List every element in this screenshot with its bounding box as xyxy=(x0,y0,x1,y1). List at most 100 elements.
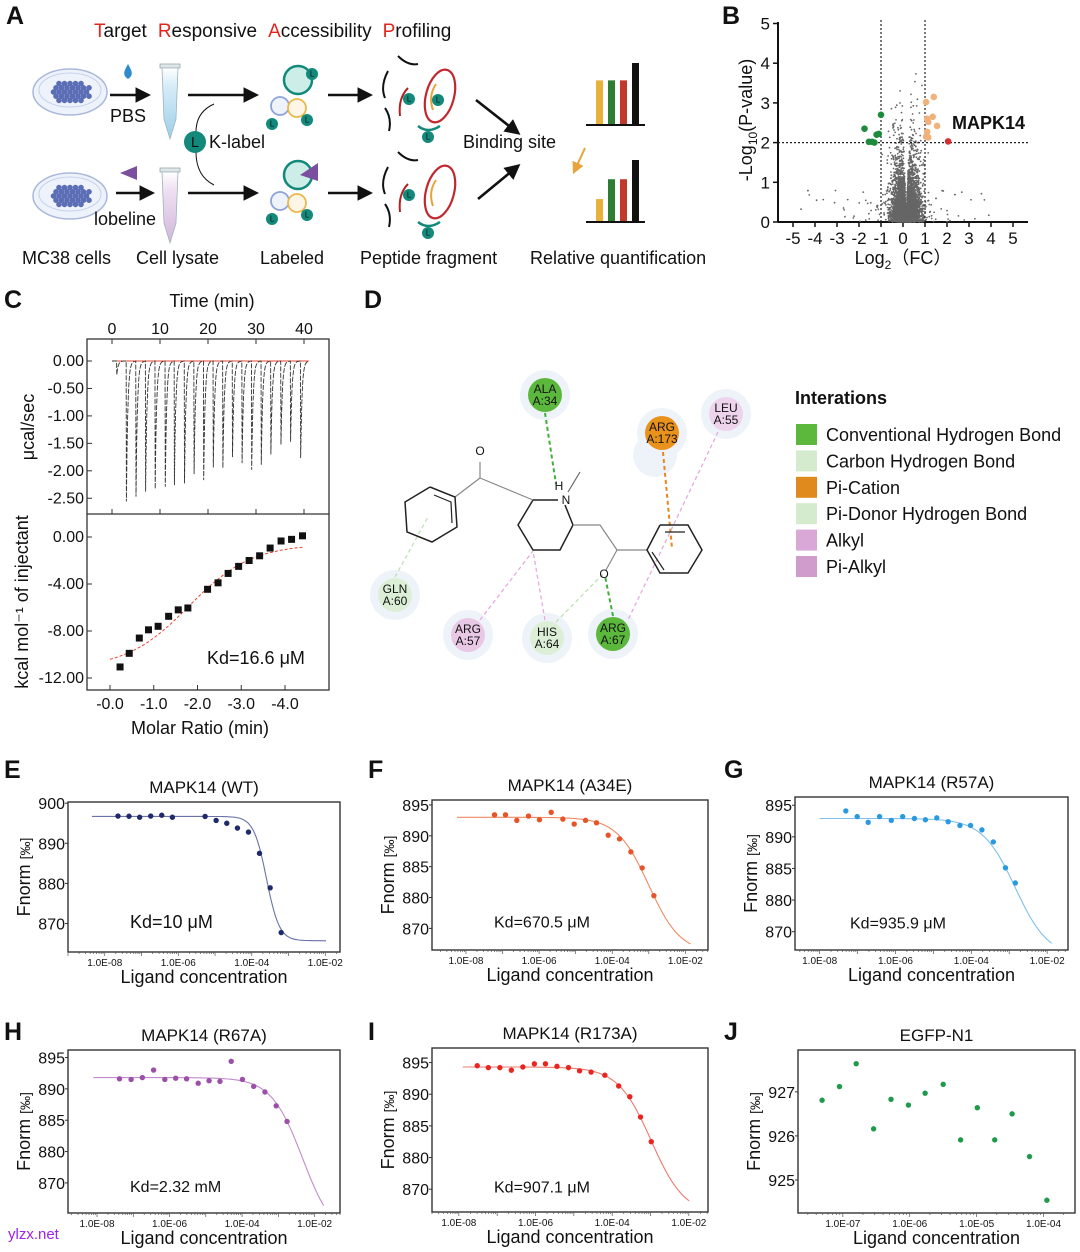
lobeline-triangle-icon xyxy=(300,163,318,181)
data-point xyxy=(822,198,825,201)
data-point xyxy=(900,126,902,129)
data-point xyxy=(902,169,905,172)
data-point xyxy=(898,133,900,136)
l-glyph: L xyxy=(310,70,315,79)
legend-label: Pi-Cation xyxy=(826,478,900,498)
step-label: Peptide fragment xyxy=(360,248,497,268)
data-point xyxy=(891,211,894,214)
data-point xyxy=(899,137,901,140)
data-point xyxy=(907,213,910,216)
data-point xyxy=(919,193,922,196)
data-point xyxy=(974,217,976,220)
data-point xyxy=(892,167,895,170)
y-tick-label: -1.00 xyxy=(48,408,85,425)
data-point xyxy=(903,219,905,222)
l-glyph: L xyxy=(426,133,431,142)
data-point xyxy=(893,201,896,204)
data-point xyxy=(894,190,897,192)
data-point xyxy=(920,220,922,223)
data-point xyxy=(278,929,284,936)
data-point xyxy=(891,213,893,216)
data-point xyxy=(935,197,937,200)
data-point xyxy=(876,206,879,209)
x-tick-label: -2.0 xyxy=(184,696,212,713)
data-point xyxy=(908,136,911,139)
molecule-bond xyxy=(404,486,458,543)
up-regulated-point xyxy=(925,118,932,126)
data-point xyxy=(910,197,912,200)
data-point xyxy=(616,836,623,842)
y-axis-label: Fnorm[‰] xyxy=(14,838,34,917)
data-point xyxy=(930,214,933,217)
data-point xyxy=(881,153,883,156)
data-point xyxy=(902,215,905,217)
data-point xyxy=(920,202,922,205)
data-point xyxy=(911,161,914,164)
data-point xyxy=(987,214,990,217)
k-label-icon: L xyxy=(266,213,278,225)
data-point xyxy=(894,195,897,197)
k-label-icon: L xyxy=(266,118,278,130)
data-point xyxy=(900,111,903,114)
nitrogen-atom: N xyxy=(562,493,571,507)
data-point xyxy=(800,208,802,211)
residue-id: A:34 xyxy=(533,394,558,408)
chart-title: MAPK14 (R57A) xyxy=(869,773,995,792)
data-point xyxy=(906,216,909,218)
data-point xyxy=(908,157,911,159)
data-point xyxy=(913,197,916,200)
data-point xyxy=(846,198,849,201)
data-point xyxy=(864,199,867,202)
data-point xyxy=(900,202,903,204)
y-axis-label-bottom: kcal mol⁻¹ of injectant xyxy=(12,515,32,689)
panel-label: D xyxy=(364,286,382,314)
data-point xyxy=(902,189,905,192)
data-point xyxy=(914,185,916,188)
x-tick-label: -0.0 xyxy=(96,696,124,713)
data-point xyxy=(869,201,872,204)
data-point xyxy=(548,809,554,816)
data-point xyxy=(918,198,921,200)
data-point xyxy=(917,219,919,222)
data-point xyxy=(889,213,891,216)
down-regulated-point xyxy=(875,130,883,138)
k-label-icon: L xyxy=(403,93,415,105)
data-point xyxy=(898,155,901,158)
data-point xyxy=(884,193,887,196)
data-point xyxy=(908,168,910,171)
data-point xyxy=(919,139,922,142)
quant-bar xyxy=(632,160,639,222)
data-point xyxy=(930,217,933,220)
data-point xyxy=(910,93,912,96)
data-point xyxy=(911,170,913,173)
data-point xyxy=(907,170,909,172)
y-axis-label: Fnorm[‰] xyxy=(378,836,398,915)
data-point xyxy=(914,216,917,219)
y-tick-label: -8.00 xyxy=(48,623,85,640)
data-point xyxy=(898,208,901,210)
data-point xyxy=(916,148,919,151)
data-point xyxy=(893,171,895,174)
data-point xyxy=(888,190,891,193)
k-label-icon: L xyxy=(301,114,313,126)
data-point xyxy=(909,145,912,148)
data-point xyxy=(878,213,881,216)
data-point xyxy=(909,210,912,212)
step-label: Cell lysate xyxy=(136,248,219,268)
peptide-fragments-pbs-icon xyxy=(382,55,457,132)
molecule-bond xyxy=(517,499,574,551)
data-point xyxy=(900,181,903,183)
panel-labels: A BC DE F GH I J xyxy=(4,2,743,1046)
y-tick-label: 0.00 xyxy=(53,353,84,370)
data-point xyxy=(911,195,914,197)
data-point xyxy=(899,124,902,127)
data-point xyxy=(893,173,896,176)
data-point xyxy=(954,193,956,196)
data-point xyxy=(896,152,899,155)
data-point xyxy=(919,181,922,184)
data-point xyxy=(913,154,915,157)
data-point xyxy=(911,168,913,171)
orange-arrow-icon xyxy=(572,147,586,175)
data-point xyxy=(889,206,892,209)
